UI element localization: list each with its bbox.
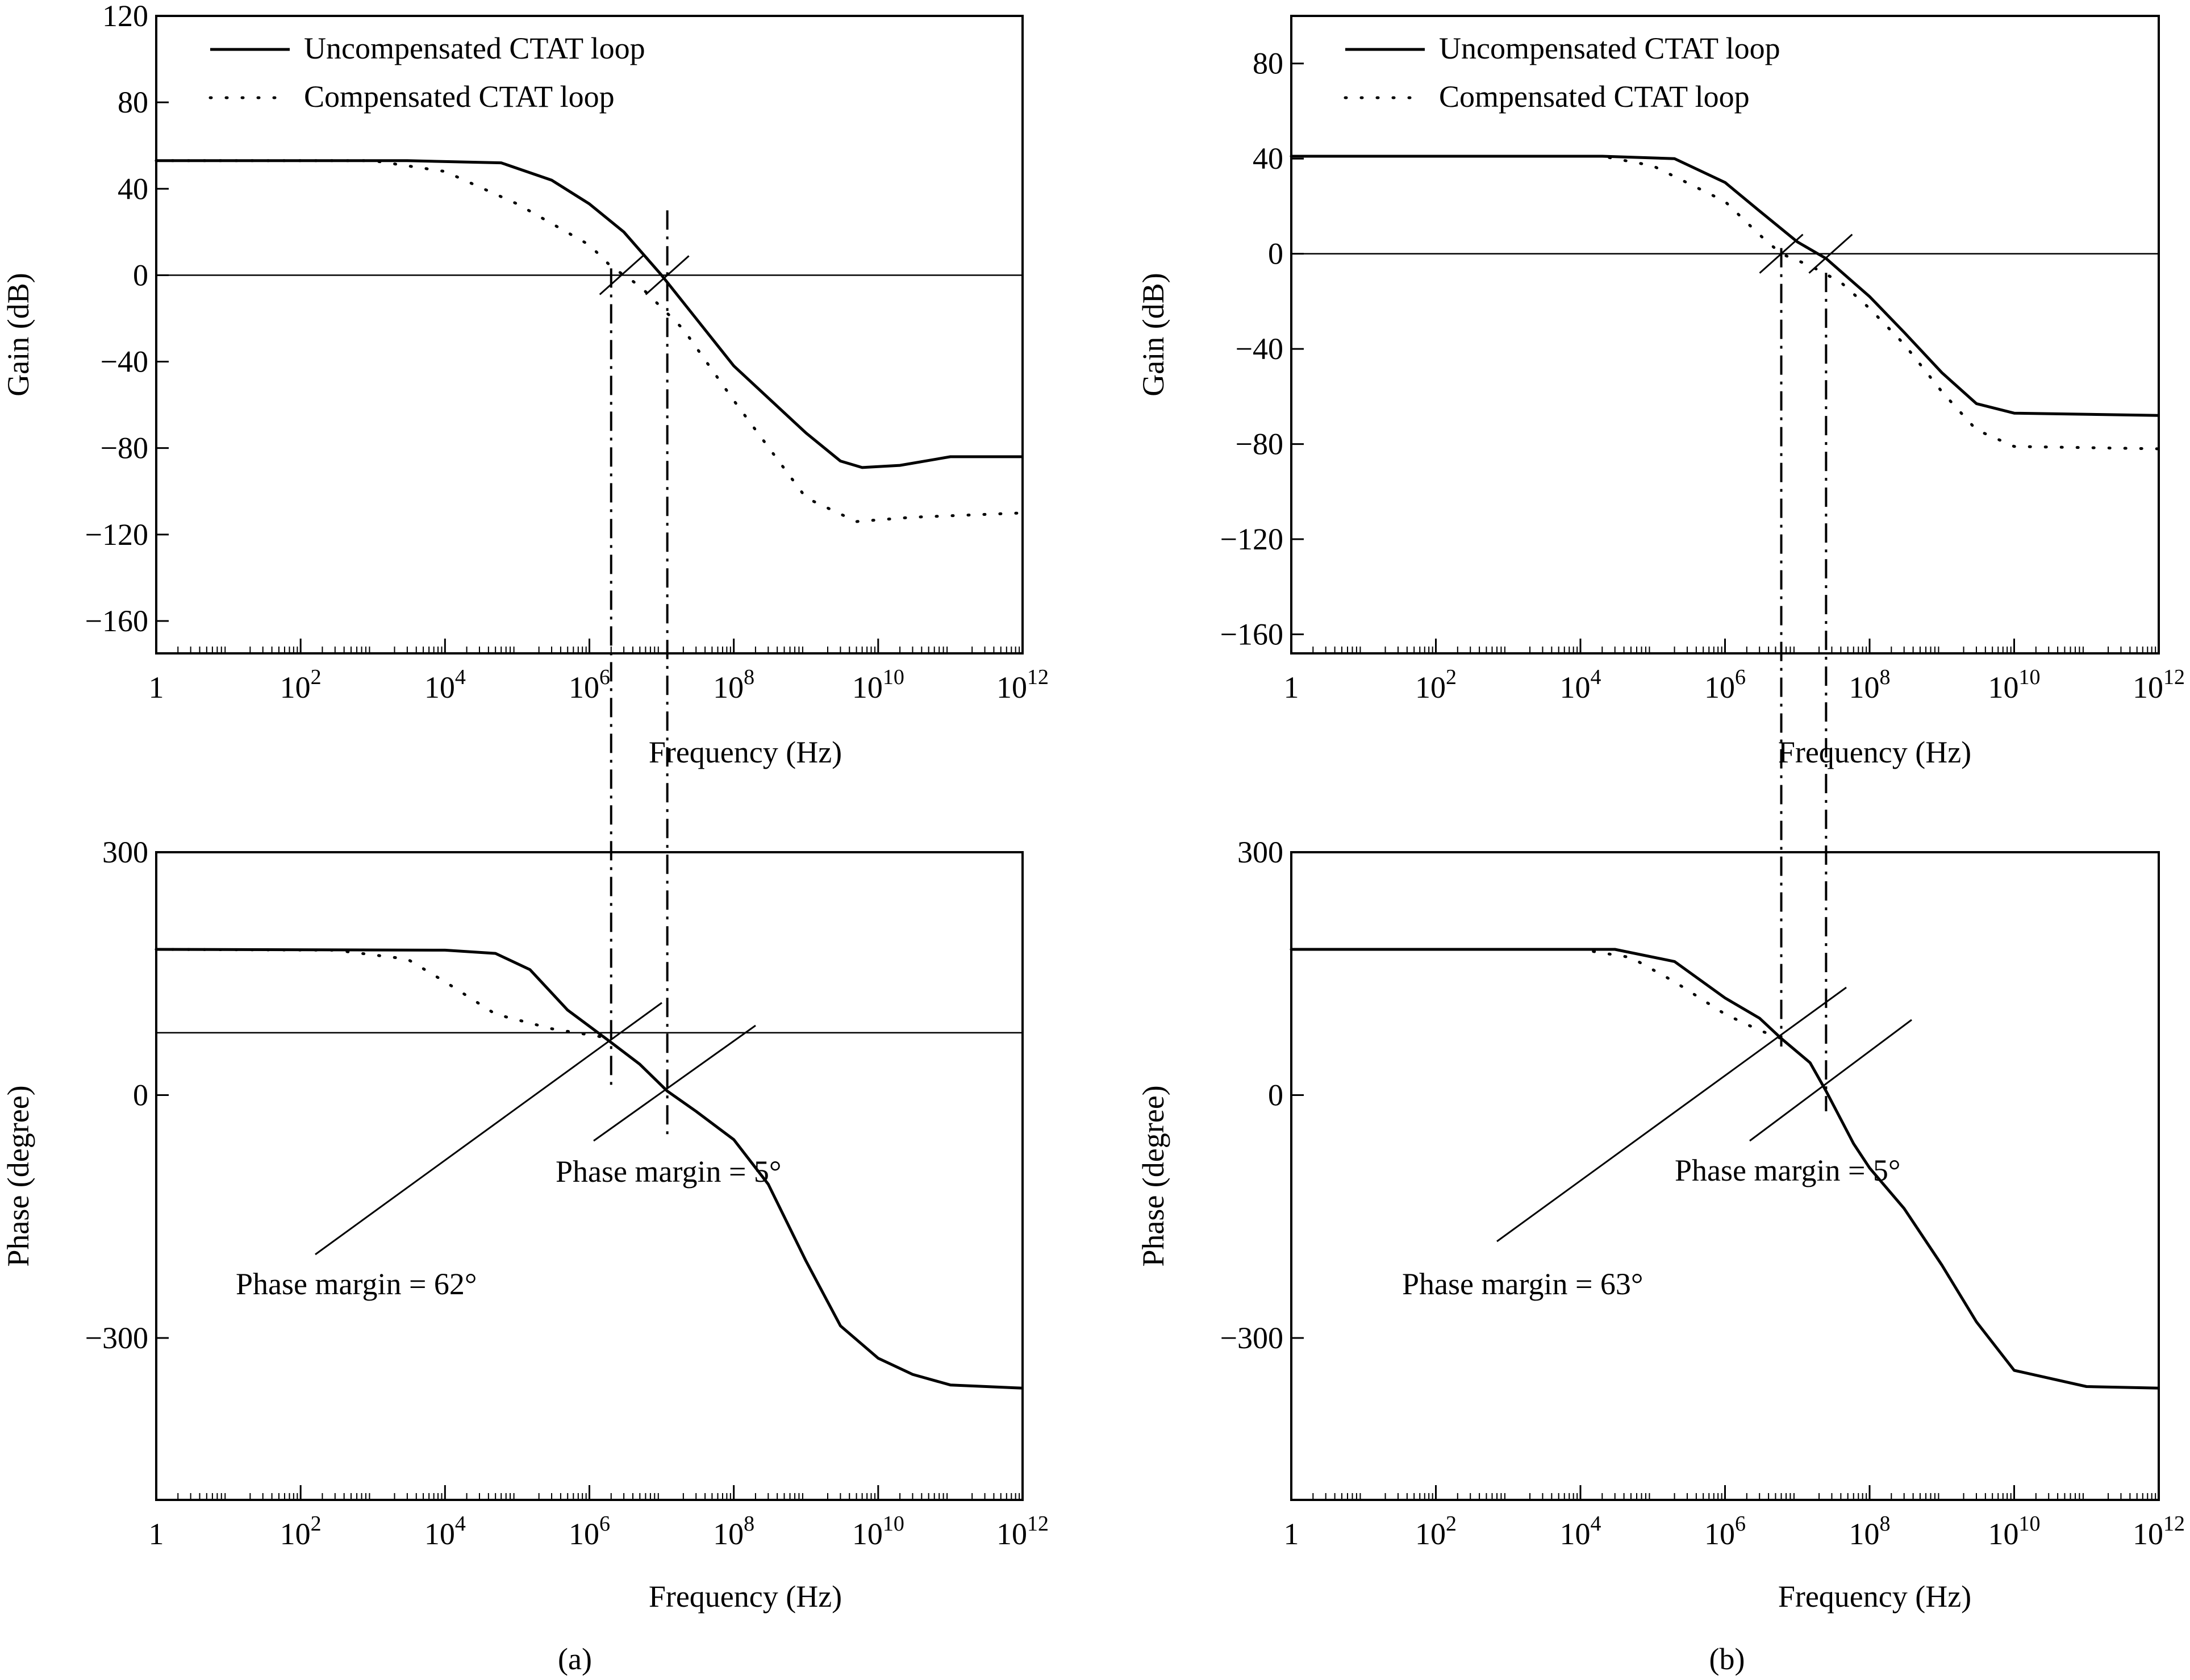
- phase-margin-leader-line: [315, 1002, 662, 1256]
- series-compensated-line: [155, 948, 613, 1040]
- x-tick-label: 1: [1284, 670, 1299, 704]
- y-tick-label: 0: [1268, 237, 1283, 271]
- x-axis-label: Frequency (Hz): [1778, 1579, 1971, 1614]
- crossover-slash-mark: [1808, 234, 1853, 274]
- phase-margin-label: Phase margin = 5°: [1675, 1153, 1901, 1187]
- y-tick-label: 80: [118, 85, 148, 119]
- y-tick-label: 40: [1253, 141, 1283, 176]
- x-axis-label: Frequency (Hz): [649, 1579, 842, 1614]
- y-tick-label: 40: [118, 172, 148, 206]
- y-tick-label: 300: [1237, 835, 1283, 869]
- x-tick-label: 106: [1704, 665, 1746, 704]
- crossover-slash-mark: [599, 255, 644, 295]
- panel-a-caption: (a): [558, 1642, 592, 1676]
- y-tick-label: −300: [85, 1321, 148, 1355]
- panel-b-caption: (b): [1709, 1642, 1745, 1676]
- y-axis-label: Gain (dB): [1136, 273, 1170, 396]
- y-axis-label: Phase (degree): [1, 1085, 35, 1266]
- series-uncompensated-line: [156, 159, 1023, 469]
- y-tick-label: −80: [101, 431, 148, 465]
- y-tick-label: −120: [85, 518, 148, 552]
- y-tick-label: −160: [85, 604, 148, 638]
- y-tick-label: 0: [1268, 1078, 1283, 1112]
- y-tick-label: 120: [102, 0, 148, 33]
- x-tick-label: 104: [1560, 665, 1601, 704]
- y-tick-label: 80: [1253, 47, 1283, 81]
- y-tick-label: −40: [1236, 332, 1283, 366]
- overlay-annotations: Phase margin = 5° Phase margin = 62° Phase…: [236, 210, 1912, 1301]
- crossover-slash-mark: [645, 255, 690, 295]
- x-tick-label: 1: [149, 1517, 164, 1551]
- y-axis-label: Gain (dB): [1, 273, 35, 396]
- phase-margin-label: Phase margin = 62°: [236, 1267, 477, 1301]
- y-tick-label: −120: [1220, 522, 1283, 556]
- phase-margin-leader-line: [1496, 986, 1847, 1243]
- legend-entry-label: Uncompensated CTAT loop: [1439, 31, 1780, 65]
- legend-entry-label: Uncompensated CTAT loop: [304, 31, 645, 65]
- x-axis-label: Frequency (Hz): [1778, 735, 1971, 769]
- phase-margin-label: Phase margin = 63°: [1402, 1267, 1643, 1301]
- series-compensated-line: [155, 159, 1024, 523]
- crossover-slash-mark: [1759, 234, 1804, 274]
- series-compensated-line: [1290, 155, 2160, 451]
- phase-margin-leader-line: [1749, 1019, 1912, 1142]
- y-axis-label: Phase (degree): [1136, 1085, 1170, 1266]
- x-tick-label: 1: [149, 670, 164, 704]
- y-tick-label: 300: [102, 835, 148, 869]
- legend-entry-label: Compensated CTAT loop: [1439, 80, 1750, 114]
- x-tick-label: 1012: [996, 665, 1049, 704]
- y-tick-label: 0: [133, 258, 148, 292]
- x-tick-label: 1: [1284, 1517, 1299, 1551]
- y-tick-label: −40: [101, 345, 148, 379]
- phase-margin-leader-line: [593, 1024, 756, 1142]
- series-uncompensated-line: [156, 948, 1023, 1390]
- y-tick-label: −160: [1220, 618, 1283, 652]
- y-tick-label: 0: [133, 1078, 148, 1112]
- series-uncompensated-line: [1291, 948, 2159, 1390]
- y-tick-label: −300: [1220, 1321, 1283, 1355]
- y-tick-label: −80: [1236, 427, 1283, 461]
- phase-margin-label: Phase margin = 5°: [556, 1154, 782, 1189]
- x-axis-label: Frequency (Hz): [649, 735, 842, 769]
- legend-entry-label: Compensated CTAT loop: [304, 80, 615, 114]
